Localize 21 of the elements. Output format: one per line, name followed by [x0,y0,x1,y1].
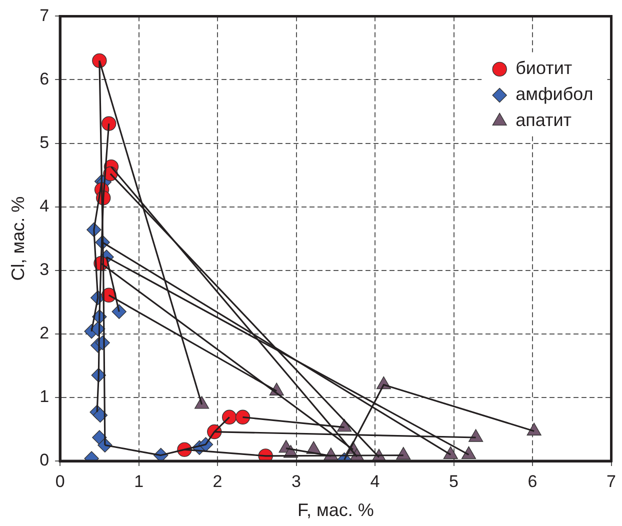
y-tick-label: 5 [40,132,50,152]
y-tick-label: 3 [40,260,50,280]
x-tick-label: 3 [292,472,302,491]
legend-label: биотит [516,58,572,78]
x-tick-label: 2 [212,472,222,491]
x-axis-title: F, мас. % [297,500,374,520]
x-tick-label: 4 [370,472,380,491]
x-tick-label: 5 [449,472,459,491]
x-tick-label: 1 [134,472,144,491]
y-tick-label: 1 [40,387,50,406]
y-tick-label: 6 [40,69,50,88]
x-tick-label: 7 [606,472,616,491]
y-tick-label: 4 [40,196,50,216]
x-tick-label: 6 [528,472,538,491]
legend-label: апатит [516,110,572,130]
y-tick-label: 0 [40,450,50,470]
legend-label: амфибол [516,84,594,104]
y-tick-label: 7 [40,6,50,25]
y-axis-title: Cl, мас. % [8,196,28,281]
y-tick-label: 2 [40,324,50,343]
x-tick-label: 0 [55,472,65,491]
